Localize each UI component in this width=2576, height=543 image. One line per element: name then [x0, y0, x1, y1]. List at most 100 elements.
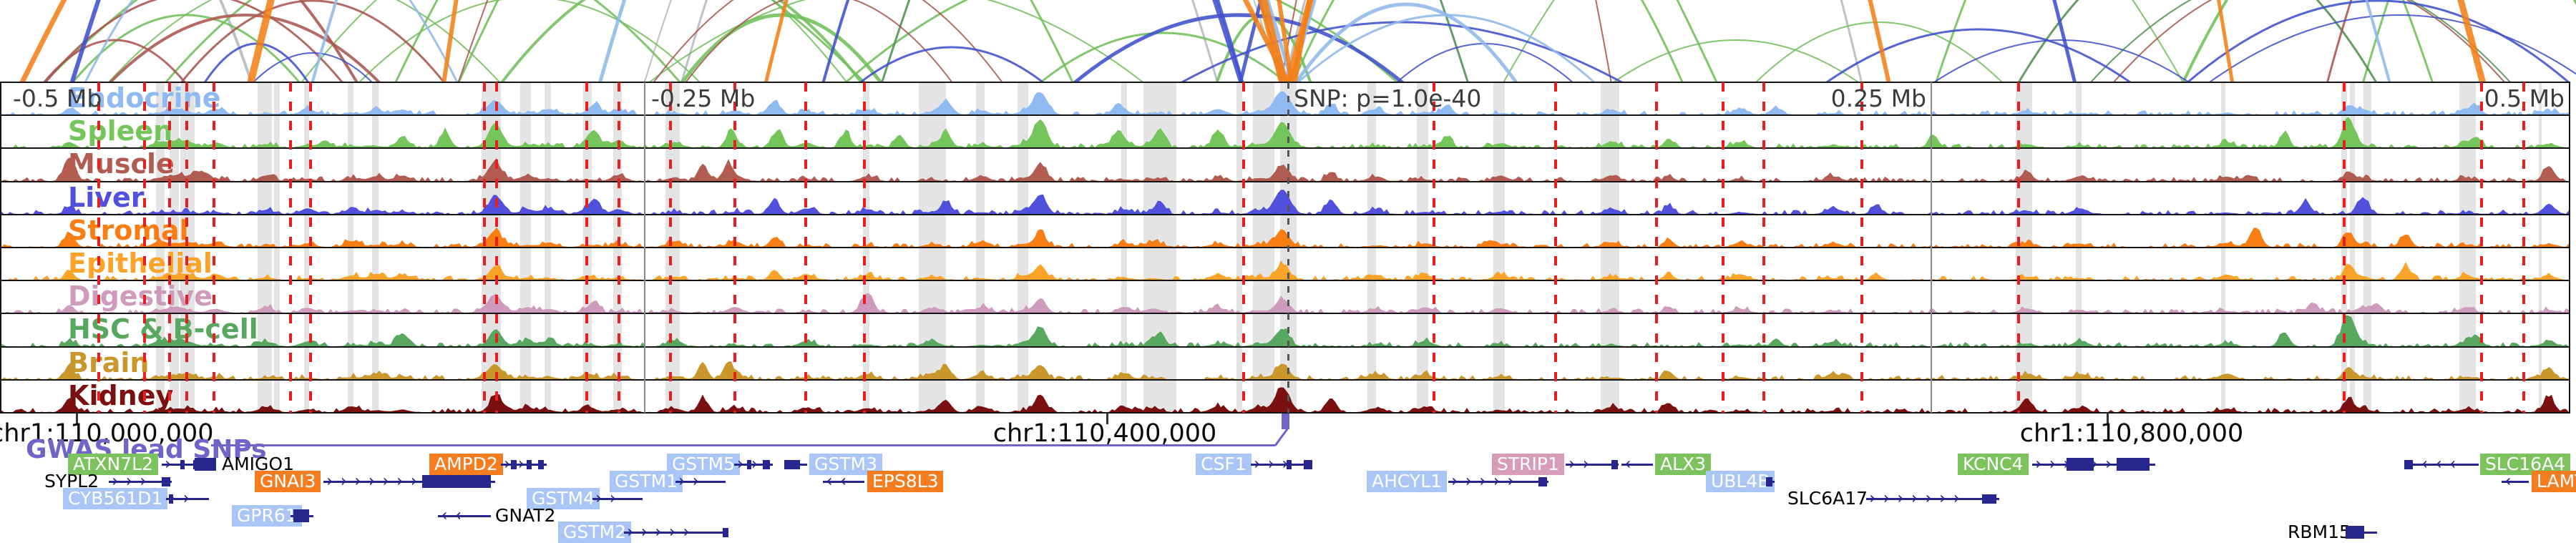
gene-gstm1[interactable]: GSTM1 [610, 471, 683, 492]
panel-border [0, 378, 2570, 381]
signal-histogram [1, 91, 2570, 116]
interaction-arc [2207, 14, 2576, 83]
panel-border [0, 180, 2570, 182]
gene-eps8l3[interactable]: EPS8L3 [867, 471, 944, 492]
gene-exon [763, 460, 770, 469]
gene-strip1[interactable]: STRIP1 [1492, 454, 1564, 475]
gene-gnat2[interactable]: GNAT2 [495, 505, 556, 526]
gene-gstm2[interactable]: GSTM2 [558, 522, 631, 543]
snp-position-line [1287, 82, 1289, 413]
gene-body-ampd2[interactable]: ›› [501, 455, 547, 473]
gene-gpr61[interactable]: GPR61 [232, 505, 302, 527]
gene-body-ubl4b[interactable] [1766, 474, 1775, 489]
strand-direction-arrows: ‹‹ [826, 472, 854, 490]
panel-border [0, 280, 2570, 282]
gwas-leader-line [1274, 426, 1290, 446]
coordinate-label: chr1:110,000,000 [0, 419, 214, 448]
track-panel-muscle[interactable]: Muscle [0, 148, 2570, 182]
gene-cyb561d1[interactable]: CYB561D1 [63, 488, 168, 509]
gene-body-gstm1[interactable]: ›› [675, 472, 726, 490]
gene-body-slc6a17[interactable]: ››››››› [1866, 489, 1999, 507]
gene-body-cyb561d1[interactable]: ›› [166, 489, 209, 507]
panel-border [0, 313, 2570, 315]
panel-border [0, 247, 2570, 248]
frame-border-right [2569, 82, 2570, 413]
gene-body-csf1[interactable]: ››› [1251, 455, 1312, 473]
gene-body-gnai3[interactable]: ››››››››› [323, 472, 495, 490]
panel-border [0, 346, 2570, 348]
gwas-snp-dashed-line [2343, 82, 2346, 413]
gene-slc6a17[interactable]: SLC6A17 [1787, 488, 1868, 509]
gene-ahcyl1[interactable]: AHCYL1 [1367, 471, 1448, 492]
track-label: Digestive [68, 280, 213, 313]
track-label: HSC & B-cell [68, 313, 258, 346]
interaction-arc [844, 0, 1400, 83]
interaction-arc [652, 0, 1004, 83]
gene-csf1[interactable]: CSF1 [1196, 454, 1252, 475]
gene-ampd2[interactable]: AMPD2 [429, 454, 503, 475]
gene-body-gstm2[interactable]: ››››› [624, 523, 728, 541]
gene-body-slc16a4[interactable]: ‹‹‹‹ [2404, 455, 2479, 473]
gene-kcnc4[interactable]: KCNC4 [1958, 454, 2029, 475]
gene-exon [293, 509, 309, 522]
strand-direction-arrows: ›› [678, 472, 707, 490]
gene-body-gpr61[interactable]: › [291, 507, 313, 524]
interaction-arc [1931, 39, 2192, 83]
signal-histogram [1, 293, 2570, 314]
track-panel-digestive[interactable]: Digestive [0, 280, 2570, 314]
gene-body-alx3[interactable]: ‹ [1621, 455, 1653, 473]
gene-atxn7l2[interactable]: ATXN7L2 [68, 454, 158, 475]
gene-rbm15[interactable]: RBM15 [2288, 522, 2351, 542]
signal-histogram [1, 361, 2570, 380]
gwas-snp-dashed-line [1242, 82, 1245, 413]
track-panel-endocrine[interactable]: Endocrine [0, 82, 2570, 116]
gene-exon [195, 458, 216, 471]
gwas-snp-dashed-line [585, 82, 588, 413]
interaction-arc [1611, 39, 1861, 83]
gene-body-strip1[interactable]: ›› [1566, 455, 1619, 473]
track-panel-kidney[interactable]: Kidney [0, 380, 2570, 413]
gene-body-gstm4[interactable]: ›› [592, 489, 643, 507]
coordinate-tick [2107, 413, 2109, 424]
strand-direction-arrows: ‹ [2504, 472, 2519, 490]
interaction-arc [1934, 0, 2434, 83]
gene-gnai3[interactable]: GNAI3 [255, 471, 321, 492]
gene-gstm5[interactable]: GSTM5 [667, 454, 740, 475]
gene-exon [169, 494, 173, 504]
gene-exon [1287, 460, 1292, 469]
gene-ubl4b[interactable]: UBL4B [1706, 471, 1775, 492]
gene-gstm4[interactable]: GSTM4 [527, 488, 600, 509]
gene-body-rbm15[interactable]: › [2346, 523, 2377, 541]
gene-body-kcnc4[interactable]: ›››››› [2032, 455, 2155, 473]
gene-body-gstm3[interactable]: ‹ [784, 455, 807, 473]
gene-exon [1982, 494, 1996, 504]
track-label: Muscle [68, 148, 175, 180]
gene-exon [162, 477, 170, 486]
gene-slc16a4[interactable]: SLC16A4 [2480, 454, 2571, 475]
strand-direction-arrows: ‹‹ [441, 507, 469, 524]
gwas-snp-dashed-line [97, 82, 100, 413]
gene-alx3[interactable]: ALX3 [1655, 454, 1712, 475]
gene-body-sypl2[interactable]: ››› [109, 472, 172, 490]
gene-body-lamtor5[interactable]: ‹ [2502, 472, 2529, 490]
gene-exon [1611, 460, 1618, 469]
gwas-snp-dashed-line [1655, 82, 1658, 413]
gene-body-gstm5[interactable]: ›› [734, 455, 773, 473]
gene-body-gnat2[interactable]: ‹‹ [438, 507, 491, 524]
track-panel-liver[interactable]: Liver [0, 182, 2570, 215]
interaction-arc [70, 14, 302, 83]
track-panel-stromal[interactable]: Stromal [0, 215, 2570, 248]
interaction-arc [643, 0, 1282, 83]
track-panel-hsc-b-cell[interactable]: HSC & B-cell [0, 313, 2570, 347]
interaction-arc [42, 39, 187, 83]
track-panel-spleen[interactable]: Spleen [0, 115, 2570, 149]
interaction-arc [19, 0, 1291, 83]
gene-body-ahcyl1[interactable]: ››››› [1448, 472, 1548, 490]
track-panel-epithelial[interactable]: Epithelial [0, 248, 2570, 281]
signal-histogram [1, 260, 2570, 281]
track-panel-brain[interactable]: Brain [0, 347, 2570, 380]
gene-lamtor5[interactable]: LAMTOR5 [2532, 471, 2576, 492]
gene-body-eps8l3[interactable]: ‹‹ [823, 472, 864, 490]
signal-tracks-region: Endocrine Spleen Muscle Liver Stromal Epithel… [0, 82, 2576, 414]
gwas-lead-snp-marker[interactable] [1282, 414, 1289, 429]
